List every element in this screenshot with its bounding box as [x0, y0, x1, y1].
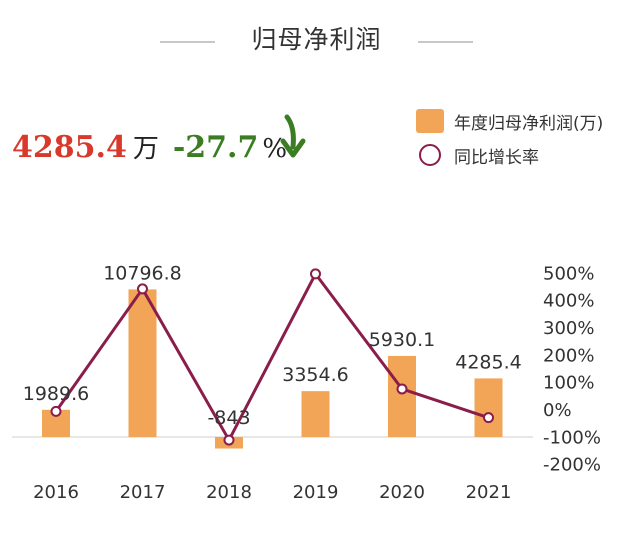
growth-point-2017: [137, 283, 148, 295]
x-tick-2019: 2019: [293, 482, 339, 503]
legend-line-label: 同比增长率: [454, 147, 539, 168]
growth-point-2021: [483, 412, 494, 424]
down-arrow-icon: [277, 113, 309, 165]
x-tick-2017: 2017: [120, 482, 166, 503]
x-tick-2021: 2021: [466, 482, 512, 503]
y2-tick-1: 400%: [543, 291, 594, 312]
bar-2020: [388, 355, 416, 437]
legend-bar-label: 年度归母净利润(万): [454, 113, 604, 134]
x-tick-2020: 2020: [379, 482, 425, 503]
legend-item-line: 同比增长率: [416, 138, 603, 172]
kpi-value: 4285.4: [12, 130, 127, 165]
bar-2021: [474, 378, 503, 437]
legend-line-marker: [419, 144, 441, 166]
y2-tick-6: -100%: [543, 427, 601, 448]
y2-tick-7: -200%: [543, 455, 601, 476]
kpi-change: -27.7: [172, 130, 259, 165]
bar-value-label-2021: 4285.4: [455, 351, 521, 373]
growth-point-2018: [223, 434, 235, 446]
bar-value-label-2019: 3354.6: [282, 364, 348, 386]
growth-point-2016: [50, 405, 62, 417]
kpi-unit: 万: [132, 134, 159, 164]
bar-value-label-2016: 1989.6: [23, 383, 89, 405]
title-left-rule: [160, 41, 215, 43]
x-tick-2016: 2016: [33, 482, 79, 503]
growth-point-2020: [396, 383, 408, 395]
legend-item-bar: 年度归母净利润(万): [416, 104, 603, 138]
chart-title: 归母净利润: [251, 25, 382, 54]
bar-2017: [128, 289, 157, 437]
growth-point-2019: [310, 268, 321, 280]
bar-value-label-2018: -843: [207, 407, 250, 429]
y2-tick-3: 200%: [543, 345, 594, 366]
x-tick-2018: 2018: [206, 482, 252, 503]
bar-value-label-2020: 5930.1: [369, 329, 435, 351]
bar-value-label-2017: 10796.8: [103, 262, 182, 284]
y2-tick-0: 500%: [543, 263, 594, 284]
legend-bar-swatch: [416, 109, 444, 133]
y2-tick-4: 100%: [543, 373, 594, 394]
growth-rate-line: [54, 272, 489, 442]
y2-tick-5: 0%: [543, 400, 572, 421]
chart-legend: 年度归母净利润(万) 同比增长率: [416, 104, 603, 172]
title-right-rule: [418, 41, 473, 43]
y2-tick-2: 300%: [543, 318, 594, 339]
kpi-summary: 4285.4 万 -27.7%: [12, 128, 287, 165]
bar-2019: [301, 391, 330, 437]
